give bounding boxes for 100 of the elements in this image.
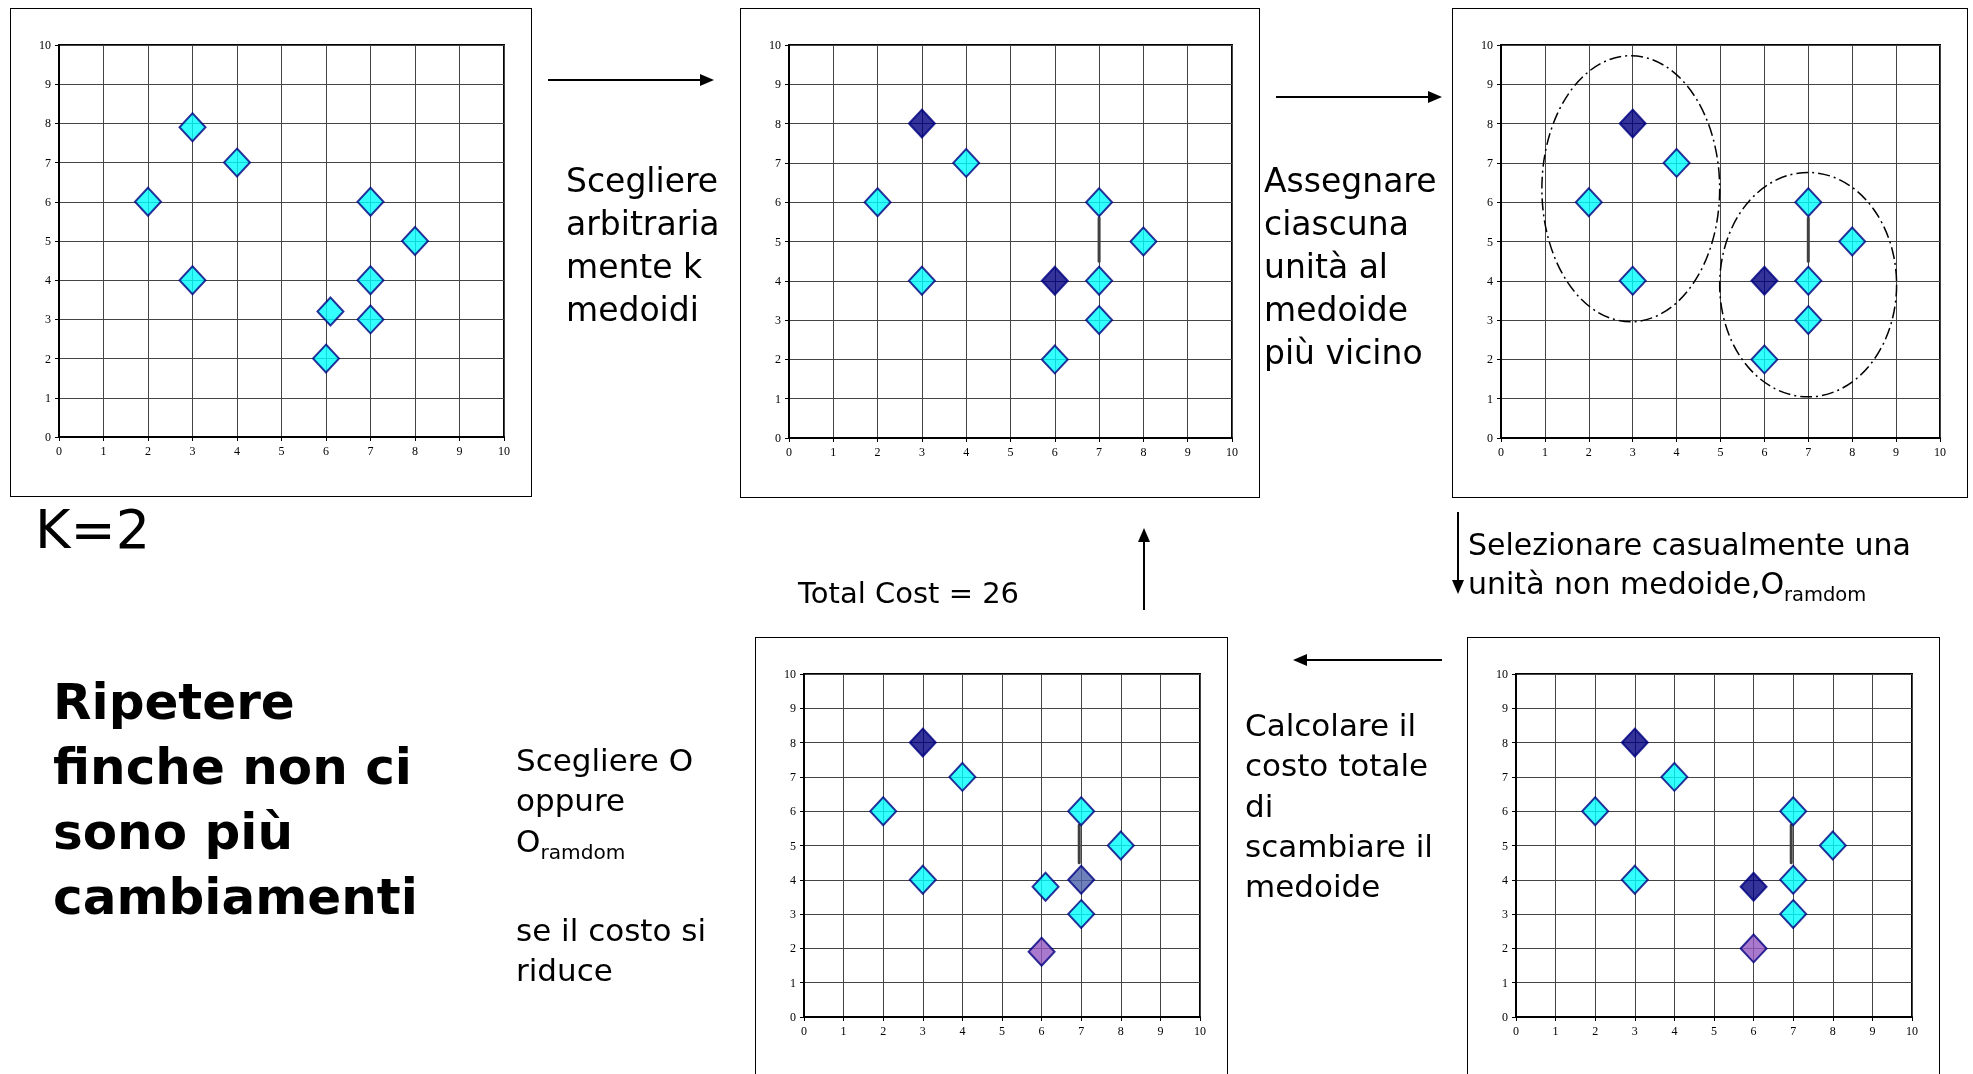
x-tick-label: 10 — [1906, 1024, 1918, 1038]
x-tick-label: 3 — [189, 444, 196, 458]
y-tick-label: 3 — [790, 907, 796, 922]
point — [1739, 871, 1768, 902]
x-tick-label: 6 — [1750, 1024, 1757, 1038]
y-tick-label: 2 — [775, 352, 781, 367]
point — [1106, 830, 1135, 861]
x-tick-label: 0 — [56, 444, 62, 458]
y-tick-label: 10 — [1496, 667, 1508, 681]
point — [907, 108, 936, 139]
text: Scegliere arbitraria mente k medoidi — [566, 160, 720, 331]
y-tick-label: 6 — [1502, 804, 1508, 819]
text: K=2 — [35, 497, 151, 563]
y-tick-label: 4 — [45, 273, 51, 288]
y-tick-label: 9 — [1487, 77, 1493, 92]
point — [1085, 187, 1114, 218]
point — [908, 864, 937, 895]
x-tick-label: 6 — [1761, 445, 1768, 459]
y-tick-label: 6 — [1487, 195, 1493, 210]
text: Assegnare ciascuna unità al medoide più vicino — [1264, 160, 1437, 374]
x-tick-label: 3 — [918, 445, 925, 459]
point — [1620, 864, 1649, 895]
point — [223, 147, 251, 178]
point — [1620, 727, 1649, 758]
y-tick-label: 8 — [1487, 116, 1493, 131]
y-tick-label: 8 — [790, 735, 796, 750]
x-tick-label: 6 — [1038, 1024, 1045, 1038]
y-tick-label: 0 — [1487, 431, 1493, 445]
y-tick-label: 3 — [1487, 313, 1493, 328]
y-tick-label: 7 — [1487, 155, 1493, 170]
point — [1794, 187, 1823, 218]
point — [1581, 796, 1610, 827]
y-tick-label: 0 — [790, 1010, 796, 1024]
point — [312, 343, 340, 374]
point — [134, 186, 162, 217]
x-tick-label: 4 — [963, 445, 970, 459]
x-tick-label: 3 — [1631, 1024, 1638, 1038]
y-tick-label: 2 — [45, 351, 51, 366]
point — [863, 187, 892, 218]
x-tick-label: 8 — [1117, 1024, 1124, 1038]
x-tick-label: 7 — [1078, 1024, 1085, 1038]
y-tick-label: 1 — [775, 391, 781, 406]
y-tick-label: 6 — [790, 804, 796, 819]
point — [356, 304, 385, 335]
x-tick-label: 9 — [456, 444, 463, 458]
y-tick-label: 3 — [775, 313, 781, 328]
y-tick-label: 7 — [775, 155, 781, 170]
point — [952, 147, 981, 178]
x-tick-label: 1 — [830, 445, 837, 459]
y-tick-label: 8 — [45, 116, 51, 131]
y-tick-label: 10 — [39, 38, 51, 52]
x-tick-label: 8 — [412, 444, 418, 458]
x-tick-label: 0 — [1513, 1024, 1519, 1038]
x-tick-label: 5 — [1711, 1024, 1717, 1038]
point — [1660, 761, 1689, 792]
point — [1618, 265, 1647, 296]
point — [1779, 796, 1808, 827]
point — [1027, 936, 1056, 967]
y-tick-label: 10 — [1481, 38, 1493, 52]
point — [1129, 226, 1158, 257]
x-tick-label: 1 — [1541, 445, 1548, 459]
y-tick-label: 2 — [1487, 352, 1493, 367]
point — [1818, 830, 1847, 861]
point — [1618, 108, 1647, 139]
point — [316, 296, 345, 327]
y-tick-label: 8 — [1502, 735, 1508, 750]
y-tick-label: 7 — [45, 155, 51, 170]
x-tick-label: 2 — [880, 1024, 887, 1038]
y-tick-label: 5 — [1502, 838, 1508, 853]
x-tick-label: 5 — [999, 1024, 1005, 1038]
point — [1838, 226, 1867, 257]
y-tick-label: 4 — [1502, 872, 1508, 887]
point — [907, 265, 936, 296]
point — [1779, 864, 1808, 895]
y-tick-label: 8 — [775, 116, 781, 131]
x-tick-label: 7 — [367, 444, 374, 458]
x-tick-label: 10 — [498, 444, 510, 458]
x-tick-label: 3 — [1629, 445, 1636, 459]
point — [178, 265, 207, 296]
point — [1067, 796, 1096, 827]
x-tick-label: 3 — [919, 1024, 926, 1038]
y-tick-label: 1 — [45, 390, 51, 405]
point — [1574, 187, 1603, 218]
x-tick-label: 9 — [1184, 445, 1191, 459]
x-tick-label: 2 — [874, 445, 881, 459]
x-tick-label: 5 — [1007, 445, 1014, 459]
point — [1739, 933, 1768, 964]
y-tick-label: 1 — [1487, 391, 1493, 406]
x-tick-label: 1 — [840, 1024, 847, 1038]
y-tick-label: 10 — [769, 38, 781, 52]
x-tick-label: 5 — [1717, 445, 1724, 459]
x-tick-label: 5 — [278, 444, 285, 458]
x-tick-label: 10 — [1934, 445, 1946, 459]
x-tick-label: 10 — [1226, 445, 1238, 459]
x-tick-label: 4 — [959, 1024, 966, 1038]
point — [178, 112, 207, 143]
point — [1750, 344, 1779, 375]
y-tick-label: 2 — [1502, 941, 1508, 956]
x-tick-label: 9 — [1157, 1024, 1164, 1038]
point — [1662, 147, 1691, 178]
